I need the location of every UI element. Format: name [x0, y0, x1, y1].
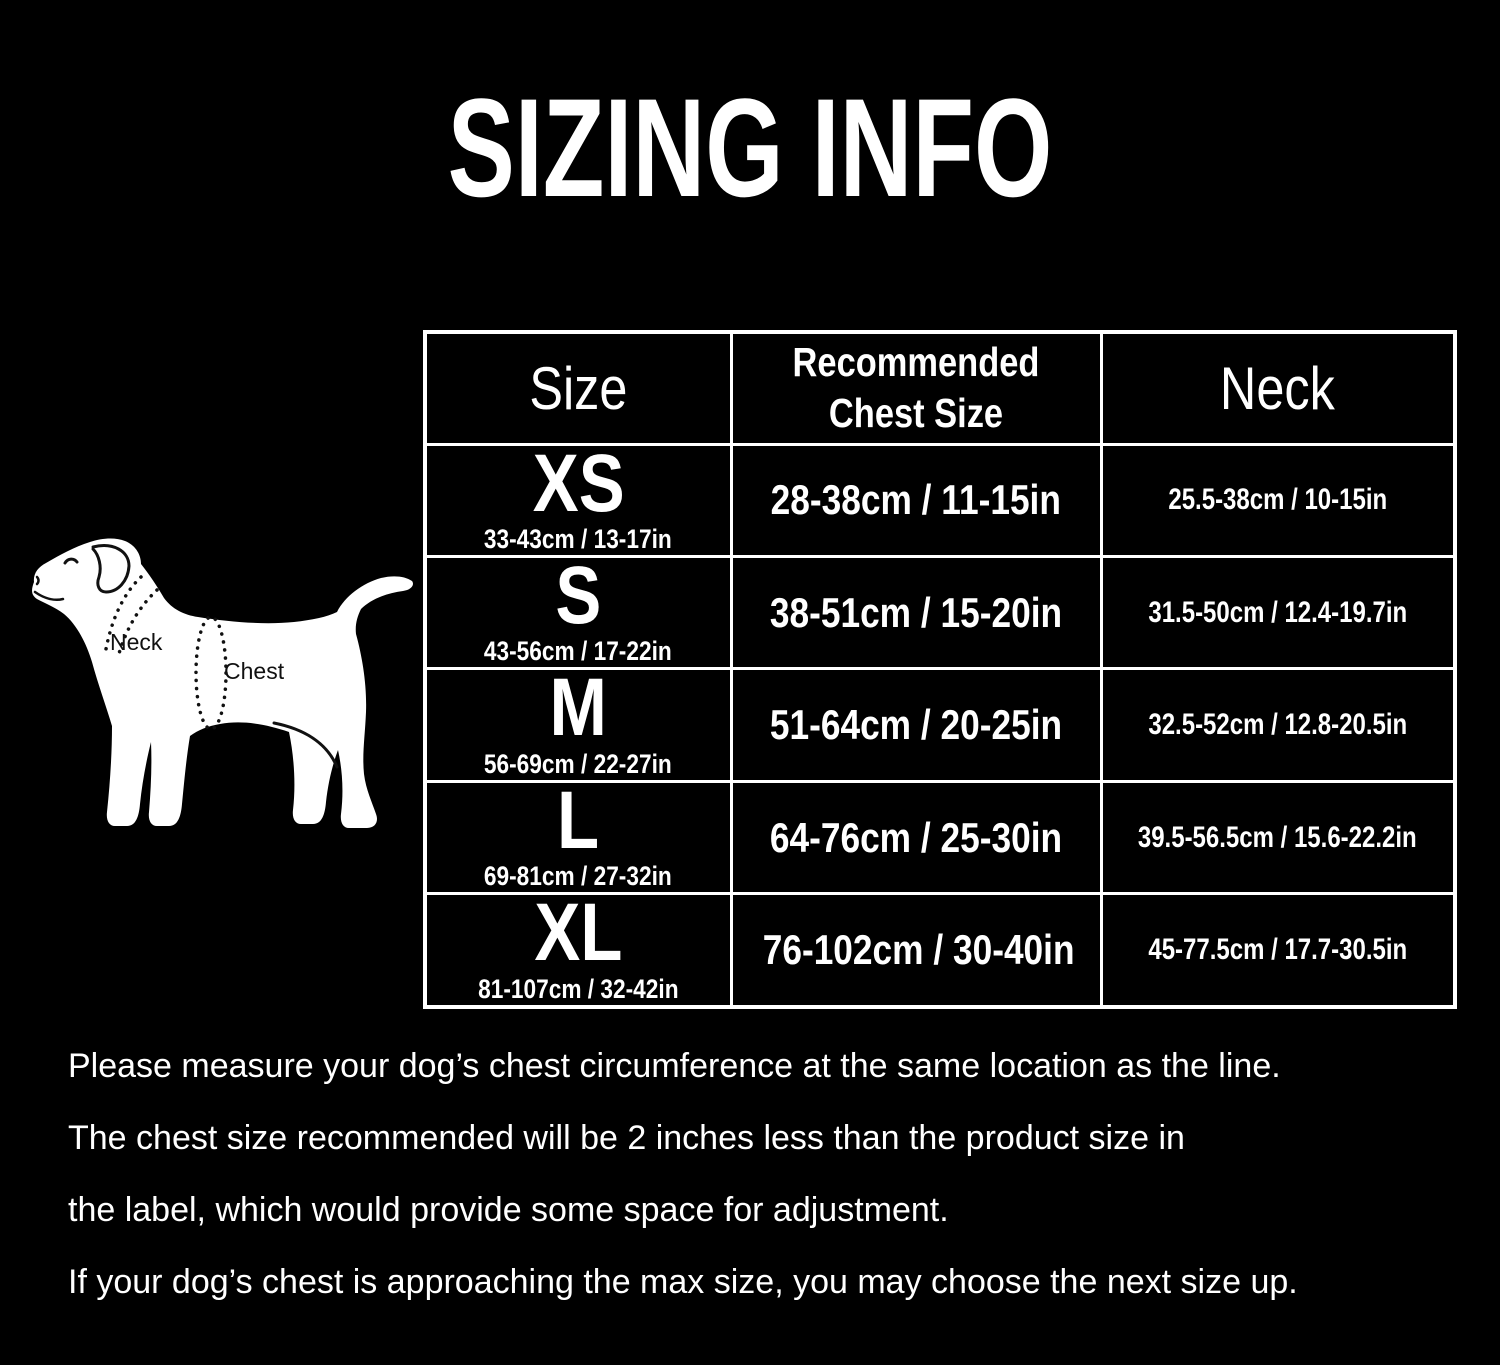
note-line: Please measure your dog’s chest circumfe… [68, 1047, 1281, 1085]
neck-cell: 45-77.5cm / 17.7-30.5in [1099, 892, 1457, 1009]
size-cell: S 43-56cm / 17-22in [423, 554, 733, 671]
dog-body-shape [32, 538, 413, 828]
dog-silhouette-icon: Neck Chest [32, 538, 413, 828]
table-row-s: S 43-56cm / 17-22in 38-51cm / 15-20in 31… [423, 554, 1457, 671]
table-header-row: Size Recommended Chest Size Neck [423, 330, 1457, 446]
table-row-l: L 69-81cm / 27-32in 64-76cm / 25-30in 39… [423, 779, 1457, 896]
neck-cell: 32.5-52cm / 12.8-20.5in [1099, 667, 1457, 783]
header-size: Size [423, 330, 733, 446]
table-row-m: M 56-69cm / 22-27in 51-64cm / 20-25in 32… [423, 667, 1457, 783]
page-title: SIZING INFO [0, 78, 1500, 218]
chest-cell: 64-76cm / 25-30in [729, 779, 1103, 896]
dog-eye-line [63, 557, 79, 565]
chest-cell: 38-51cm / 15-20in [729, 554, 1103, 671]
dog-nose-line [35, 575, 40, 586]
size-cell: L 69-81cm / 27-32in [423, 779, 733, 896]
chest-cell: 28-38cm / 11-15in [729, 442, 1103, 558]
size-cell: M 56-69cm / 22-27in [423, 667, 733, 783]
neck-measure-dotted-line [104, 575, 143, 651]
page-title-text: SIZING INFO [447, 69, 1053, 226]
size-cell: XS 33-43cm / 13-17in [423, 442, 733, 558]
note-line: If your dog’s chest is approaching the m… [68, 1263, 1298, 1301]
header-chest: Recommended Chest Size [729, 330, 1103, 446]
neck-cell: 25.5-38cm / 10-15in [1099, 442, 1457, 558]
chest-cell: 76-102cm / 30-40in [729, 892, 1103, 1009]
table-row-xl: XL 81-107cm / 32-42in 76-102cm / 30-40in… [423, 892, 1457, 1009]
dog-mouth-line [33, 590, 65, 601]
chest-diagram-label: Chest [224, 658, 285, 684]
neck-diagram-label: Neck [110, 629, 163, 655]
size-cell: XL 81-107cm / 32-42in [423, 892, 733, 1009]
chest-cell: 51-64cm / 20-25in [729, 667, 1103, 783]
measurement-notes: Please measure your dog’s chest circumfe… [68, 1030, 1468, 1318]
neck-cell: 31.5-50cm / 12.4-19.7in [1099, 554, 1457, 671]
dog-measurement-diagram: Neck Chest [18, 522, 438, 842]
neck-measure-dotted-line-2 [116, 588, 159, 659]
dog-thigh-line [272, 721, 339, 769]
header-neck: Neck [1099, 330, 1457, 446]
dog-ear-line [91, 544, 131, 594]
neck-cell: 39.5-56.5cm / 15.6-22.2in [1099, 779, 1457, 896]
chest-measure-dotted-line [194, 615, 228, 731]
sizing-table: Size Recommended Chest Size Neck XS 33-4… [423, 330, 1457, 1009]
table-row-xs: XS 33-43cm / 13-17in 28-38cm / 11-15in 2… [423, 442, 1457, 558]
note-line: The chest size recommended will be 2 inc… [68, 1119, 1185, 1157]
note-line: the label, which would provide some spac… [68, 1191, 949, 1229]
